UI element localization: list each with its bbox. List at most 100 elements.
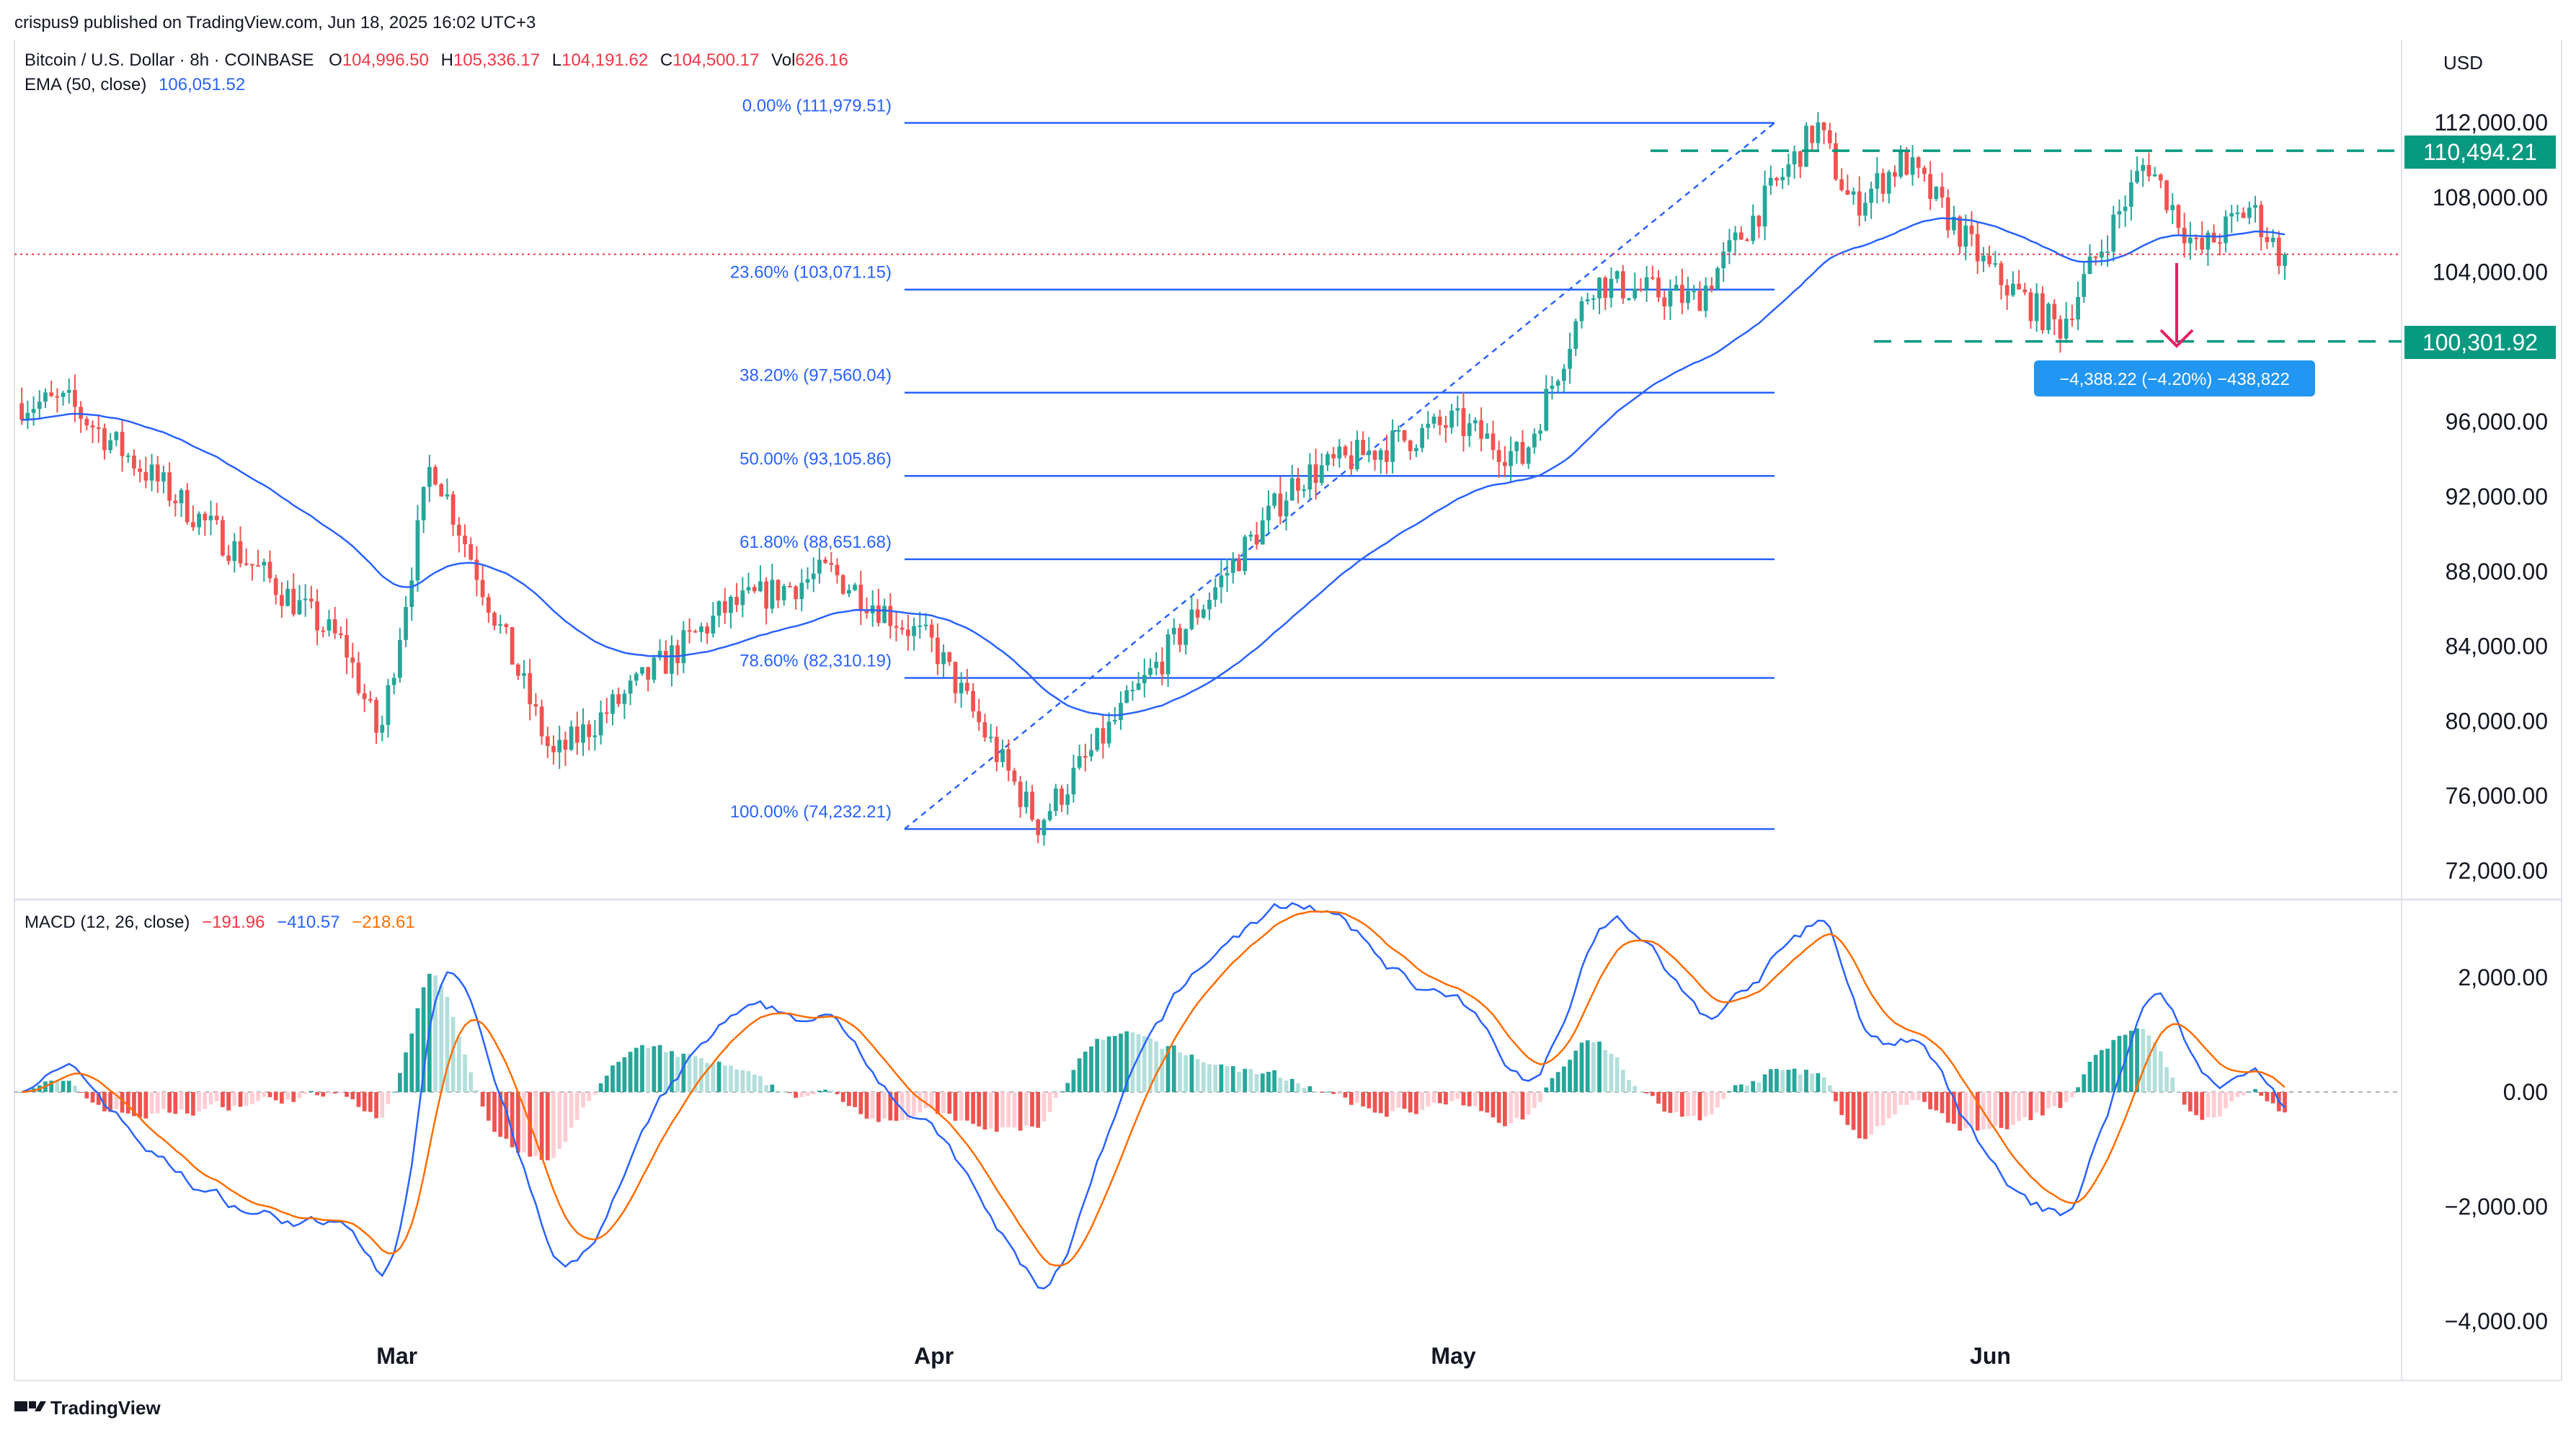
macd-hist-bar xyxy=(2152,1042,2157,1092)
price-axis[interactable]: 112,000.00108,000.00104,000.00100,000.00… xyxy=(2433,110,2548,884)
price-tick-label: 84,000.00 xyxy=(2446,634,2548,660)
candle-body xyxy=(1248,534,1253,537)
candle-body xyxy=(2206,232,2211,250)
candle-body xyxy=(1278,493,1283,517)
candle-body xyxy=(2283,254,2287,266)
candle-body xyxy=(280,595,284,606)
macd-hist-bar xyxy=(1609,1053,1614,1092)
macd-hist-bar xyxy=(823,1089,827,1092)
macd-hist-bar xyxy=(504,1092,509,1139)
currency-label[interactable]: USD xyxy=(2443,52,2483,74)
candle-body xyxy=(840,574,845,594)
macd-hist-bar xyxy=(1467,1092,1472,1106)
macd-hist-bar xyxy=(936,1092,940,1114)
candle-body xyxy=(788,585,792,587)
macd-hist-bar xyxy=(1444,1092,1448,1105)
macd-axis[interactable]: 2,000.00 0.00 −2,000.00 −4,000.00 xyxy=(2445,964,2548,1334)
price-tick-label: 108,000.00 xyxy=(2433,185,2548,210)
macd-hist-bar xyxy=(2034,1092,2039,1113)
macd-hist-bar xyxy=(693,1056,698,1092)
candle-body xyxy=(120,432,125,456)
macd-hist-bar xyxy=(1573,1050,1578,1092)
candle-body xyxy=(2034,293,2039,321)
candle-body xyxy=(1349,455,1354,469)
macd-label[interactable]: MACD (12, 26, close) xyxy=(25,913,190,932)
candle-body xyxy=(1325,453,1330,466)
macd-hist-bar xyxy=(1987,1092,1991,1130)
candle-body xyxy=(1762,185,1767,227)
macd-hist-bar xyxy=(1414,1092,1418,1114)
macd-hist-bar xyxy=(1703,1092,1708,1117)
candle-body xyxy=(1532,433,1537,448)
macd-hist-bar xyxy=(1284,1081,1289,1092)
macd-hist-bar xyxy=(533,1092,538,1157)
l-value: 104,191.62 xyxy=(561,50,649,70)
macd-hist-bar xyxy=(380,1092,385,1118)
candle-body xyxy=(380,724,385,733)
candle-body xyxy=(894,626,899,628)
macd-hist-bar xyxy=(918,1092,923,1112)
candle-body xyxy=(1195,609,1200,618)
o-value: 104,996.50 xyxy=(342,50,429,70)
candle-body xyxy=(2040,293,2045,330)
macd-hist-bar xyxy=(2146,1035,2151,1092)
candle-body xyxy=(752,587,757,592)
macd-line xyxy=(21,902,2286,1290)
macd-hist-bar xyxy=(663,1052,668,1092)
macd-hist-bar xyxy=(203,1092,208,1109)
candle-body xyxy=(2046,303,2051,330)
candle-body xyxy=(1544,389,1549,431)
down-arrow[interactable] xyxy=(2159,263,2194,348)
brand-text: TradingView xyxy=(50,1397,161,1419)
candle-body xyxy=(504,624,509,627)
price-tick-label: 76,000.00 xyxy=(2446,783,2548,809)
candle-body xyxy=(947,652,952,662)
candle-body xyxy=(799,582,804,600)
macd-hist-bar xyxy=(61,1081,66,1092)
candle-body xyxy=(1331,453,1336,458)
ema-label[interactable]: EMA (50, close) xyxy=(25,75,147,94)
macd-hist-bar xyxy=(2164,1067,2169,1092)
fib-trendline[interactable] xyxy=(904,122,1775,830)
symbol-title[interactable]: Bitcoin / U.S. Dollar · 8h · COINBASE xyxy=(25,50,314,70)
macd-hist-bar xyxy=(2259,1092,2264,1096)
candle-body xyxy=(1372,451,1377,460)
macd-hist-bar xyxy=(102,1092,107,1112)
price-tick-label: 88,000.00 xyxy=(2446,559,2548,585)
macd-hist-bar xyxy=(1473,1092,1478,1106)
macd-hist-bar xyxy=(1686,1092,1690,1117)
candlestick-series xyxy=(19,112,2287,846)
macd-hist-bar xyxy=(1219,1064,1224,1092)
candle-body xyxy=(1296,478,1300,491)
candle-body xyxy=(1302,489,1307,492)
fib-retracement[interactable]: 0.00% (111,979.51) 23.60% (103,071.15) 38.… xyxy=(730,97,1775,830)
candle-body xyxy=(817,559,822,574)
candle-body xyxy=(273,578,278,595)
candle-body xyxy=(610,694,615,714)
measure-label: −4,388.22 (−4.20%) −438,822 xyxy=(2034,360,2315,396)
signal-line xyxy=(22,910,2286,1266)
candle-body xyxy=(1893,172,1897,177)
macd-hist-bar xyxy=(864,1092,869,1119)
macd-hist-bar xyxy=(273,1092,278,1101)
macd-hist-bar xyxy=(1821,1077,1826,1092)
candle-body xyxy=(1148,667,1152,675)
candle-body xyxy=(1727,240,1732,252)
macd-hist-bar xyxy=(858,1092,863,1114)
candle-body xyxy=(90,425,95,427)
macd-hist-bar xyxy=(49,1081,54,1092)
macd-hist-bar xyxy=(1934,1092,1939,1111)
time-axis[interactable]: Mar Apr May Jun xyxy=(376,1343,2011,1369)
macd-hist-bar xyxy=(1089,1046,1093,1092)
macd-hist-bar xyxy=(1396,1092,1401,1108)
candle-body xyxy=(1810,125,1815,143)
candle-body xyxy=(1479,420,1483,439)
macd-hist-bar xyxy=(1780,1070,1785,1092)
c-value: 104,500.17 xyxy=(672,50,760,70)
candle-body xyxy=(2123,206,2128,211)
macd-hist-bar xyxy=(303,1092,308,1094)
candle-body xyxy=(1467,423,1472,436)
candle-body xyxy=(1426,423,1431,428)
candle-body xyxy=(415,520,420,581)
